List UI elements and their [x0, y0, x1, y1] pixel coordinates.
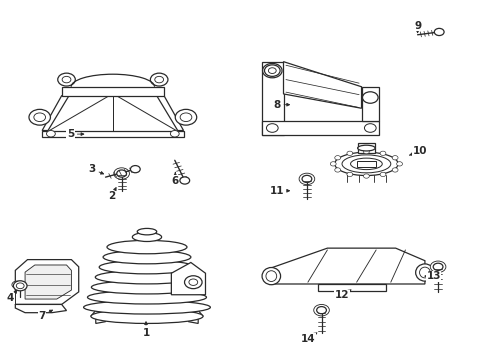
- Circle shape: [432, 263, 442, 270]
- Circle shape: [16, 283, 24, 289]
- Circle shape: [396, 162, 402, 166]
- Circle shape: [364, 124, 375, 132]
- Text: 3: 3: [88, 164, 103, 174]
- Circle shape: [429, 261, 445, 273]
- Ellipse shape: [265, 271, 276, 282]
- Text: 10: 10: [408, 146, 427, 156]
- Polygon shape: [15, 260, 79, 305]
- Ellipse shape: [91, 280, 202, 294]
- Circle shape: [268, 68, 276, 73]
- Ellipse shape: [419, 267, 429, 278]
- Ellipse shape: [87, 291, 206, 304]
- Circle shape: [379, 172, 385, 176]
- Circle shape: [299, 173, 314, 185]
- Polygon shape: [271, 248, 424, 284]
- Polygon shape: [361, 87, 378, 121]
- Circle shape: [46, 131, 55, 137]
- Polygon shape: [171, 262, 205, 295]
- Circle shape: [334, 156, 340, 160]
- Polygon shape: [91, 307, 203, 316]
- Circle shape: [379, 151, 385, 156]
- Circle shape: [34, 113, 45, 122]
- Circle shape: [316, 307, 326, 314]
- Polygon shape: [261, 62, 283, 135]
- Circle shape: [362, 92, 377, 103]
- Ellipse shape: [132, 233, 161, 242]
- Circle shape: [180, 177, 189, 184]
- Circle shape: [346, 151, 352, 156]
- Ellipse shape: [95, 270, 198, 284]
- Polygon shape: [317, 284, 385, 291]
- Ellipse shape: [415, 264, 433, 281]
- Circle shape: [188, 279, 197, 285]
- Circle shape: [334, 168, 340, 172]
- Circle shape: [170, 131, 179, 137]
- Polygon shape: [188, 318, 198, 323]
- Text: 9: 9: [413, 21, 420, 33]
- Polygon shape: [15, 305, 66, 313]
- Text: 6: 6: [171, 172, 179, 186]
- Text: 11: 11: [269, 186, 289, 196]
- Circle shape: [391, 168, 397, 172]
- Circle shape: [114, 168, 129, 179]
- Bar: [357, 143, 374, 153]
- Ellipse shape: [341, 155, 390, 173]
- Circle shape: [184, 276, 202, 289]
- Circle shape: [155, 76, 163, 83]
- Ellipse shape: [350, 158, 382, 170]
- Circle shape: [264, 65, 280, 76]
- Polygon shape: [61, 87, 163, 96]
- Circle shape: [313, 305, 329, 316]
- Text: 4: 4: [7, 291, 17, 303]
- Ellipse shape: [107, 240, 186, 254]
- Circle shape: [180, 113, 191, 122]
- Circle shape: [117, 170, 126, 177]
- Bar: [356, 161, 375, 167]
- Circle shape: [363, 174, 368, 178]
- Ellipse shape: [137, 228, 157, 235]
- Circle shape: [130, 166, 140, 173]
- Ellipse shape: [91, 309, 203, 323]
- Text: 8: 8: [273, 100, 289, 110]
- Polygon shape: [42, 131, 183, 137]
- Circle shape: [302, 175, 311, 183]
- Circle shape: [150, 73, 167, 86]
- Circle shape: [330, 162, 335, 166]
- Circle shape: [346, 172, 352, 176]
- Polygon shape: [96, 318, 105, 323]
- Text: 1: 1: [142, 322, 149, 338]
- Circle shape: [58, 73, 75, 86]
- Text: 7: 7: [39, 310, 52, 320]
- Ellipse shape: [103, 250, 190, 264]
- Text: 14: 14: [300, 333, 316, 343]
- Ellipse shape: [334, 152, 397, 176]
- Ellipse shape: [262, 267, 280, 285]
- Polygon shape: [283, 62, 361, 108]
- Circle shape: [266, 124, 278, 132]
- Polygon shape: [261, 121, 378, 135]
- Text: 2: 2: [108, 188, 116, 201]
- Polygon shape: [157, 96, 183, 131]
- Text: 13: 13: [424, 271, 440, 281]
- Text: 5: 5: [67, 129, 83, 139]
- Circle shape: [13, 281, 27, 291]
- Text: 12: 12: [334, 290, 350, 301]
- Circle shape: [433, 28, 443, 36]
- Circle shape: [62, 76, 71, 83]
- Polygon shape: [42, 96, 69, 131]
- Circle shape: [391, 156, 397, 160]
- Ellipse shape: [99, 260, 194, 274]
- Polygon shape: [25, 265, 71, 299]
- Ellipse shape: [83, 301, 210, 314]
- Ellipse shape: [357, 145, 374, 151]
- Circle shape: [29, 109, 50, 125]
- Circle shape: [175, 109, 196, 125]
- Circle shape: [363, 149, 368, 154]
- Circle shape: [12, 281, 21, 288]
